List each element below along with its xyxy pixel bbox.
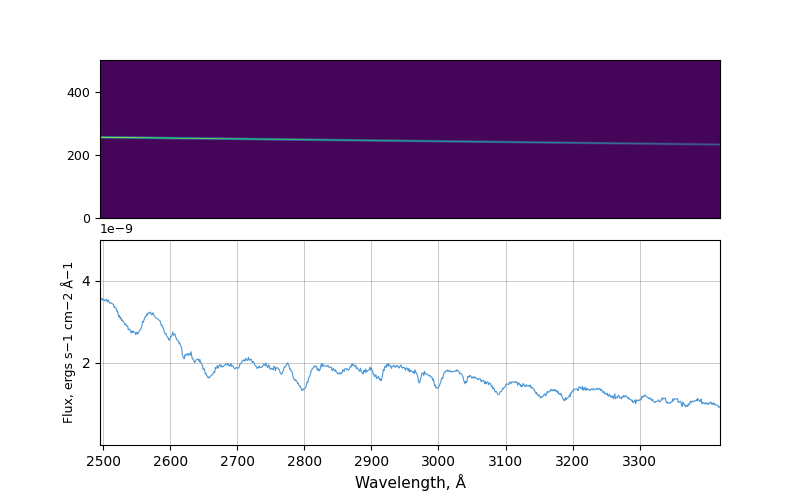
Y-axis label: Flux, ergs s−1 cm−2 Å−1: Flux, ergs s−1 cm−2 Å−1 bbox=[61, 261, 76, 424]
X-axis label: Wavelength, Å: Wavelength, Å bbox=[354, 474, 466, 491]
Text: 1e−9: 1e−9 bbox=[100, 222, 134, 235]
